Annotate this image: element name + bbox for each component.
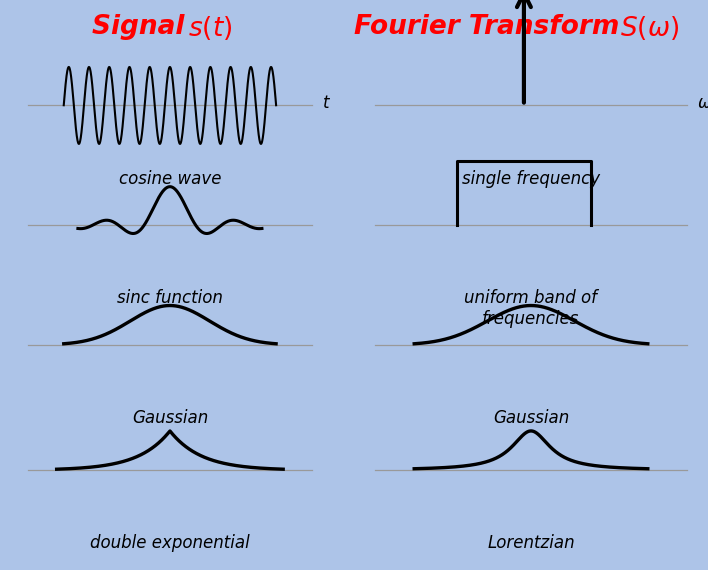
Text: Gaussian: Gaussian [493,409,569,427]
Text: sinc function: sinc function [117,289,223,307]
Text: Signal: Signal [92,14,193,40]
Text: $t$: $t$ [322,93,331,112]
Text: uniform band of
frequencies: uniform band of frequencies [464,289,598,328]
Text: $\omega$: $\omega$ [697,93,708,112]
Text: Gaussian: Gaussian [132,409,208,427]
Text: double exponential: double exponential [90,535,250,552]
Text: $S(\omega)$: $S(\omega)$ [620,14,679,42]
Text: single frequency: single frequency [462,170,600,188]
Text: Lorentzian: Lorentzian [487,535,575,552]
Text: cosine wave: cosine wave [119,170,221,188]
Text: Fourier Transform: Fourier Transform [354,14,629,40]
Text: $s(t)$: $s(t)$ [188,14,232,42]
